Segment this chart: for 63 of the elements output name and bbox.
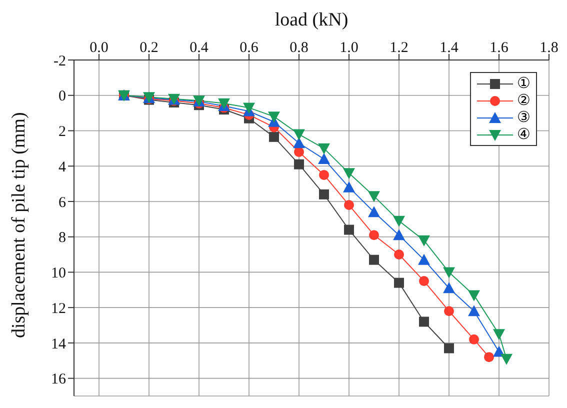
- point: [419, 276, 429, 286]
- point: [444, 343, 454, 354]
- point: [500, 354, 512, 365]
- y-tick-label: 0: [58, 88, 66, 105]
- point: [293, 129, 305, 140]
- point: [443, 267, 455, 278]
- point: [443, 282, 455, 294]
- point: [393, 216, 405, 227]
- x-tick-label: 0.4: [190, 40, 209, 56]
- y-tick-label: 4: [58, 159, 66, 176]
- point: [344, 200, 354, 210]
- legend-label: ③: [517, 109, 530, 127]
- point: [444, 306, 454, 316]
- point: [318, 143, 330, 154]
- x-axis-title: load (kN): [274, 9, 348, 30]
- point: [469, 334, 479, 344]
- point: [368, 191, 380, 202]
- point: [294, 146, 304, 157]
- point: [293, 137, 305, 148]
- point: [418, 235, 430, 246]
- x-tick-label: 0.0: [90, 40, 108, 56]
- point: [368, 206, 380, 218]
- x-tick-label: 1.8: [540, 40, 558, 56]
- x-tick-label: 1.4: [440, 40, 459, 56]
- point: [394, 250, 404, 260]
- point: [484, 352, 494, 362]
- point: [369, 254, 379, 265]
- point: [393, 229, 405, 240]
- point: [319, 189, 329, 200]
- y-tick-label: 2: [58, 124, 66, 140]
- point: [394, 278, 404, 288]
- y-axis-title: displacement of pile tip (mm): [8, 112, 30, 338]
- point: [243, 102, 255, 114]
- point: [269, 132, 279, 142]
- point: [468, 305, 480, 316]
- y-tick-label: -2: [54, 53, 66, 70]
- legend-label: ④: [517, 126, 530, 144]
- y-tick-label: 12: [51, 300, 66, 317]
- point: [419, 316, 429, 327]
- point: [343, 181, 355, 192]
- y-tick-label: 6: [58, 194, 66, 211]
- y-tick-label: 10: [51, 266, 66, 282]
- legend-label: ①: [517, 75, 530, 93]
- y-tick-label: 8: [58, 230, 66, 246]
- legend-label: ②: [517, 92, 530, 110]
- x-tick-label: 1.2: [390, 40, 408, 56]
- x-tick-label: 1.0: [340, 40, 358, 56]
- x-tick-label: 0.8: [290, 40, 308, 56]
- y-tick-label: 14: [51, 336, 66, 352]
- x-tick-label: 0.6: [240, 40, 259, 56]
- point: [468, 290, 480, 302]
- point: [268, 112, 280, 123]
- point: [319, 170, 329, 180]
- point: [344, 224, 354, 235]
- point: [318, 153, 330, 164]
- point: [493, 329, 505, 340]
- x-tick-label: 0.2: [140, 40, 158, 56]
- point: [418, 254, 430, 265]
- x-tick-label: 1.6: [490, 40, 509, 56]
- point: [369, 230, 379, 240]
- point: [343, 168, 355, 180]
- point: [294, 159, 304, 170]
- y-tick-label: 16: [51, 372, 66, 388]
